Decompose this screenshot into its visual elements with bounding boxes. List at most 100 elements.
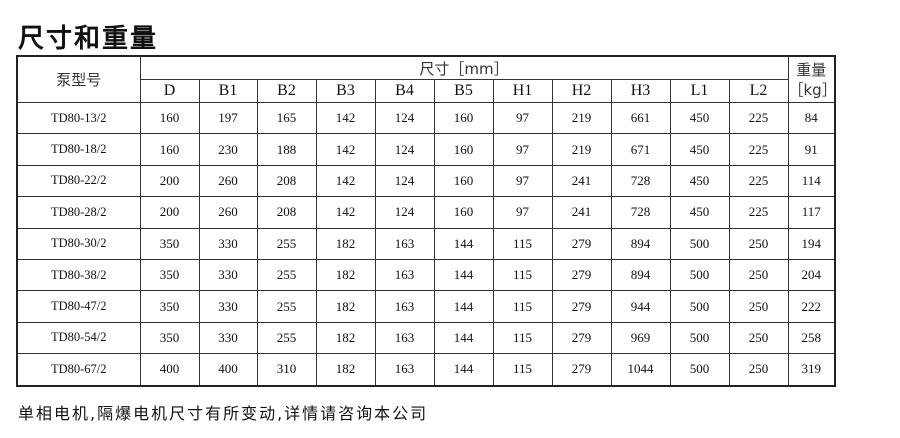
model-cell: TD80-54/2 <box>16 321 141 355</box>
cell-b5: 144 <box>433 321 494 355</box>
table-row: TD80-54/2 350 330 255 182 163 144 115 279 969 500 2… <box>16 321 836 355</box>
cell-b4: 163 <box>374 290 435 323</box>
cell-b4: 124 <box>374 101 435 135</box>
cell-h1: 115 <box>492 353 553 387</box>
model-cell: TD80-67/2 <box>16 353 141 387</box>
model-cell: TD80-47/2 <box>16 290 141 323</box>
cell-h1: 115 <box>492 290 553 323</box>
cell-h3: 728 <box>610 164 671 198</box>
cell-h3: 894 <box>610 227 671 260</box>
dimension-weight-table: 泵型号 尺寸［mm］ 重量 ［kg］ D B1 B2 B3 B4 B5 H1 H2 H3 L1 L2 … <box>16 55 837 387</box>
cell-l2: 225 <box>728 196 789 229</box>
cell-h1: 115 <box>492 258 553 292</box>
page-title: 尺寸和重量 <box>18 24 159 54</box>
cell-l1: 500 <box>669 227 730 260</box>
cell-l2: 250 <box>728 353 789 387</box>
cell-l2: 250 <box>728 258 789 292</box>
weight-header-label: 重量 <box>796 60 827 79</box>
cell-l2: 250 <box>728 290 789 323</box>
cell-b1: 330 <box>198 321 258 355</box>
column-header-b1: B1 <box>198 79 258 103</box>
cell-h2: 279 <box>551 258 612 292</box>
cell-b4: 124 <box>374 133 435 166</box>
cell-b5: 144 <box>433 353 494 387</box>
cell-d: 200 <box>139 164 200 198</box>
cell-b3: 142 <box>315 164 376 198</box>
dimension-header: 尺寸［mm］ <box>139 55 789 80</box>
cell-l2: 225 <box>728 133 789 166</box>
weight-header-unit: ［kg］ <box>788 80 837 99</box>
cell-b4: 124 <box>374 164 435 198</box>
cell-b1: 197 <box>198 101 258 135</box>
cell-d: 350 <box>139 258 200 292</box>
model-cell: TD80-28/2 <box>16 196 141 229</box>
column-header-b5: B5 <box>433 79 494 103</box>
cell-h1: 97 <box>492 101 553 135</box>
cell-b3: 182 <box>315 321 376 355</box>
weight-cell: 319 <box>787 353 836 387</box>
weight-cell: 91 <box>787 133 836 166</box>
cell-h3: 1044 <box>610 353 671 387</box>
cell-b2: 255 <box>256 290 317 323</box>
model-header: 泵型号 <box>16 55 141 103</box>
cell-h3: 969 <box>610 321 671 355</box>
cell-b3: 182 <box>315 290 376 323</box>
cell-b1: 260 <box>198 164 258 198</box>
footnote: 单相电机,隔爆电机尺寸有所变动,详情请咨询本公司 <box>18 404 429 423</box>
model-cell: TD80-18/2 <box>16 133 141 166</box>
cell-b2: 255 <box>256 227 317 260</box>
weight-cell: 84 <box>787 101 836 135</box>
model-cell: TD80-13/2 <box>16 101 141 135</box>
cell-d: 160 <box>139 101 200 135</box>
cell-b4: 124 <box>374 196 435 229</box>
cell-l1: 500 <box>669 321 730 355</box>
weight-cell: 114 <box>787 164 836 198</box>
cell-b1: 260 <box>198 196 258 229</box>
table-row: TD80-67/2 400 400 310 182 163 144 115 279 1044 500… <box>16 353 836 387</box>
cell-l1: 450 <box>669 101 730 135</box>
cell-b5: 144 <box>433 290 494 323</box>
column-header-b2: B2 <box>256 79 317 103</box>
cell-h2: 279 <box>551 321 612 355</box>
cell-b4: 163 <box>374 353 435 387</box>
cell-l1: 450 <box>669 196 730 229</box>
column-header-d: D <box>139 79 200 103</box>
cell-h3: 661 <box>610 101 671 135</box>
table-row: TD80-18/2 160 230 188 142 124 160 97 219 671 450 22… <box>16 133 836 166</box>
cell-b3: 142 <box>315 101 376 135</box>
cell-b5: 160 <box>433 164 494 198</box>
cell-l1: 500 <box>669 353 730 387</box>
cell-b3: 142 <box>315 196 376 229</box>
cell-h3: 944 <box>610 290 671 323</box>
cell-d: 350 <box>139 321 200 355</box>
cell-h2: 279 <box>551 290 612 323</box>
cell-h3: 894 <box>610 258 671 292</box>
cell-b5: 160 <box>433 101 494 135</box>
cell-b2: 188 <box>256 133 317 166</box>
cell-h1: 115 <box>492 321 553 355</box>
column-header-h1: H1 <box>492 79 553 103</box>
weight-cell: 222 <box>787 290 836 323</box>
cell-b2: 208 <box>256 164 317 198</box>
cell-b1: 230 <box>198 133 258 166</box>
cell-b5: 160 <box>433 196 494 229</box>
table-row: TD80-13/2 160 197 165 142 124 160 97 219 661 450 22… <box>16 101 836 135</box>
cell-d: 350 <box>139 290 200 323</box>
cell-d: 400 <box>139 353 200 387</box>
cell-b2: 208 <box>256 196 317 229</box>
cell-b1: 330 <box>198 290 258 323</box>
cell-h3: 728 <box>610 196 671 229</box>
table-row: TD80-38/2 350 330 255 182 163 144 115 279 894 500 2… <box>16 258 836 292</box>
cell-b1: 400 <box>198 353 258 387</box>
cell-h2: 279 <box>551 353 612 387</box>
table-row: TD80-28/2 200 260 208 142 124 160 97 241 728 450 22… <box>16 196 836 229</box>
weight-cell: 258 <box>787 321 836 355</box>
table-row: TD80-30/2 350 330 255 182 163 144 115 279 894 500 2… <box>16 227 836 260</box>
cell-l2: 225 <box>728 101 789 135</box>
cell-h1: 115 <box>492 227 553 260</box>
cell-b3: 182 <box>315 227 376 260</box>
table-row: TD80-47/2 350 330 255 182 163 144 115 279 944 500 2… <box>16 290 836 323</box>
cell-h1: 97 <box>492 164 553 198</box>
cell-b1: 330 <box>198 227 258 260</box>
column-header-b3: B3 <box>315 79 376 103</box>
